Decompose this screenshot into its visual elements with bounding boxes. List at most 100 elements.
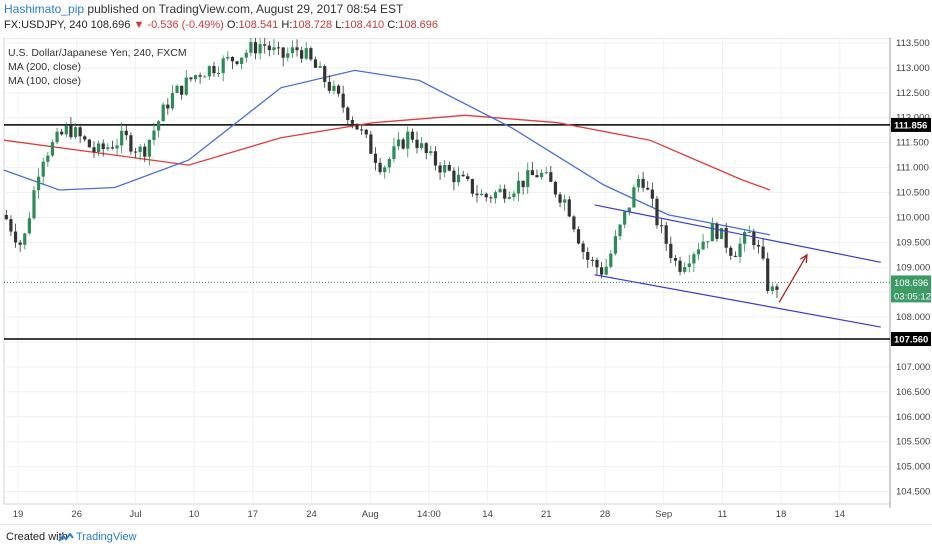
candle-body <box>650 189 654 199</box>
candle-body <box>124 130 128 136</box>
candle-body <box>143 146 147 157</box>
candle-body <box>55 131 59 143</box>
candle-body <box>719 228 724 239</box>
candle-body <box>78 127 82 137</box>
y-tick-label: 108.000 <box>896 312 930 323</box>
candle-body <box>203 76 207 78</box>
candle-body <box>410 131 414 140</box>
level-badge <box>891 332 931 347</box>
candle-body <box>475 193 479 196</box>
candle-body <box>323 66 327 82</box>
low-value: 108.410 <box>344 19 385 31</box>
candle-body <box>244 52 248 58</box>
y-tick-label: 111.000 <box>896 163 929 174</box>
candle-body <box>350 119 355 124</box>
candle-body <box>133 151 138 153</box>
candle-body <box>669 243 673 259</box>
candle-body <box>276 47 281 49</box>
candle-body <box>521 180 525 188</box>
candle-body <box>484 193 488 198</box>
candle-body <box>272 47 276 51</box>
candle-body <box>32 190 36 219</box>
annotation-arrow-line[interactable] <box>778 254 808 303</box>
change-value: -0.536 (-0.49%) <box>147 19 224 31</box>
candle-body <box>396 139 401 147</box>
chart-legend: U.S. Dollar/Japanese Yen, 240, FXCM MA (… <box>8 46 187 88</box>
candle-body <box>516 180 521 194</box>
channel-line[interactable] <box>594 204 881 263</box>
candle-body <box>383 167 387 173</box>
candle-body <box>443 165 447 173</box>
candle-body <box>775 286 779 290</box>
high-label: H: <box>281 19 293 31</box>
x-tick-label: 26 <box>71 509 82 520</box>
candle-body <box>539 172 544 178</box>
high-value: 108.728 <box>292 19 333 31</box>
close-value: 108.696 <box>398 19 438 31</box>
price-chart[interactable]: 113.500113.000112.500112.000111.500111.0… <box>0 38 932 524</box>
candle-body <box>263 44 267 46</box>
candle-body <box>290 47 295 54</box>
candle-body <box>572 216 576 230</box>
candle-body <box>447 165 451 171</box>
candle-body <box>281 47 285 58</box>
candle-body <box>692 254 696 264</box>
candle-body <box>304 48 308 59</box>
legend-ma200: MA (200, close) <box>8 61 81 73</box>
candle-body <box>420 143 424 148</box>
candle-body <box>27 218 31 234</box>
y-tick-label: 105.500 <box>896 437 930 448</box>
candle-body <box>346 107 350 120</box>
candle-body <box>46 155 50 162</box>
candle-body <box>424 143 428 154</box>
candle-body <box>180 85 184 95</box>
x-tick-label: 14 <box>835 509 846 520</box>
candle-body <box>309 48 313 60</box>
created-with-label: Created with <box>6 531 68 543</box>
candle-body <box>535 175 539 178</box>
symbol-line: FX:USDJPY, 240 108.696 ▼ -0.536 (-0.49%)… <box>4 19 438 31</box>
y-tick-label: 110.500 <box>896 188 930 199</box>
candle-body <box>286 53 290 58</box>
y-tick-label: 106.500 <box>896 387 930 398</box>
y-tick-label: 113.500 <box>896 38 930 49</box>
candle-body <box>563 199 567 203</box>
candle-body <box>300 50 304 59</box>
low-label: L: <box>335 19 345 31</box>
candle-body <box>387 158 391 168</box>
author-link[interactable]: Hashimato_pip <box>4 2 85 16</box>
candle-body <box>632 187 636 208</box>
candle-body <box>766 258 770 291</box>
y-tick-label: 111.500 <box>896 138 929 149</box>
candle-body <box>733 255 738 257</box>
candle-body <box>64 125 68 135</box>
candle-body <box>752 231 756 246</box>
candle-body <box>701 241 705 250</box>
down-arrow-icon: ▼ <box>133 19 145 31</box>
last-price: 108.696 <box>90 19 131 31</box>
ma100-line <box>3 69 771 236</box>
channel-line[interactable] <box>594 274 881 328</box>
candle-body <box>646 187 650 190</box>
x-tick-label: 21 <box>541 509 552 520</box>
candle-body <box>170 92 175 109</box>
candle-body <box>595 259 599 268</box>
y-tick-label: 106.000 <box>896 412 930 423</box>
legend-ma100: MA (100, close) <box>8 75 81 87</box>
candle-body <box>526 170 530 188</box>
x-tick-label: 10 <box>189 509 200 520</box>
candle-body <box>609 253 613 267</box>
x-tick-label: 24 <box>306 509 317 520</box>
candle-body <box>147 139 151 157</box>
y-tick-label: 104.500 <box>896 487 930 498</box>
candle-body <box>184 77 188 95</box>
tradingview-brand-link[interactable]: TradingView <box>76 531 137 543</box>
candle-body <box>604 266 608 275</box>
candle-body <box>341 93 345 108</box>
y-tick-label: 109.000 <box>896 262 930 273</box>
x-tick-label: Sep <box>655 509 672 520</box>
candle-body <box>466 176 470 180</box>
candle-body <box>69 125 73 138</box>
candle-body <box>73 127 78 138</box>
x-tick-label: Jul <box>129 509 141 520</box>
